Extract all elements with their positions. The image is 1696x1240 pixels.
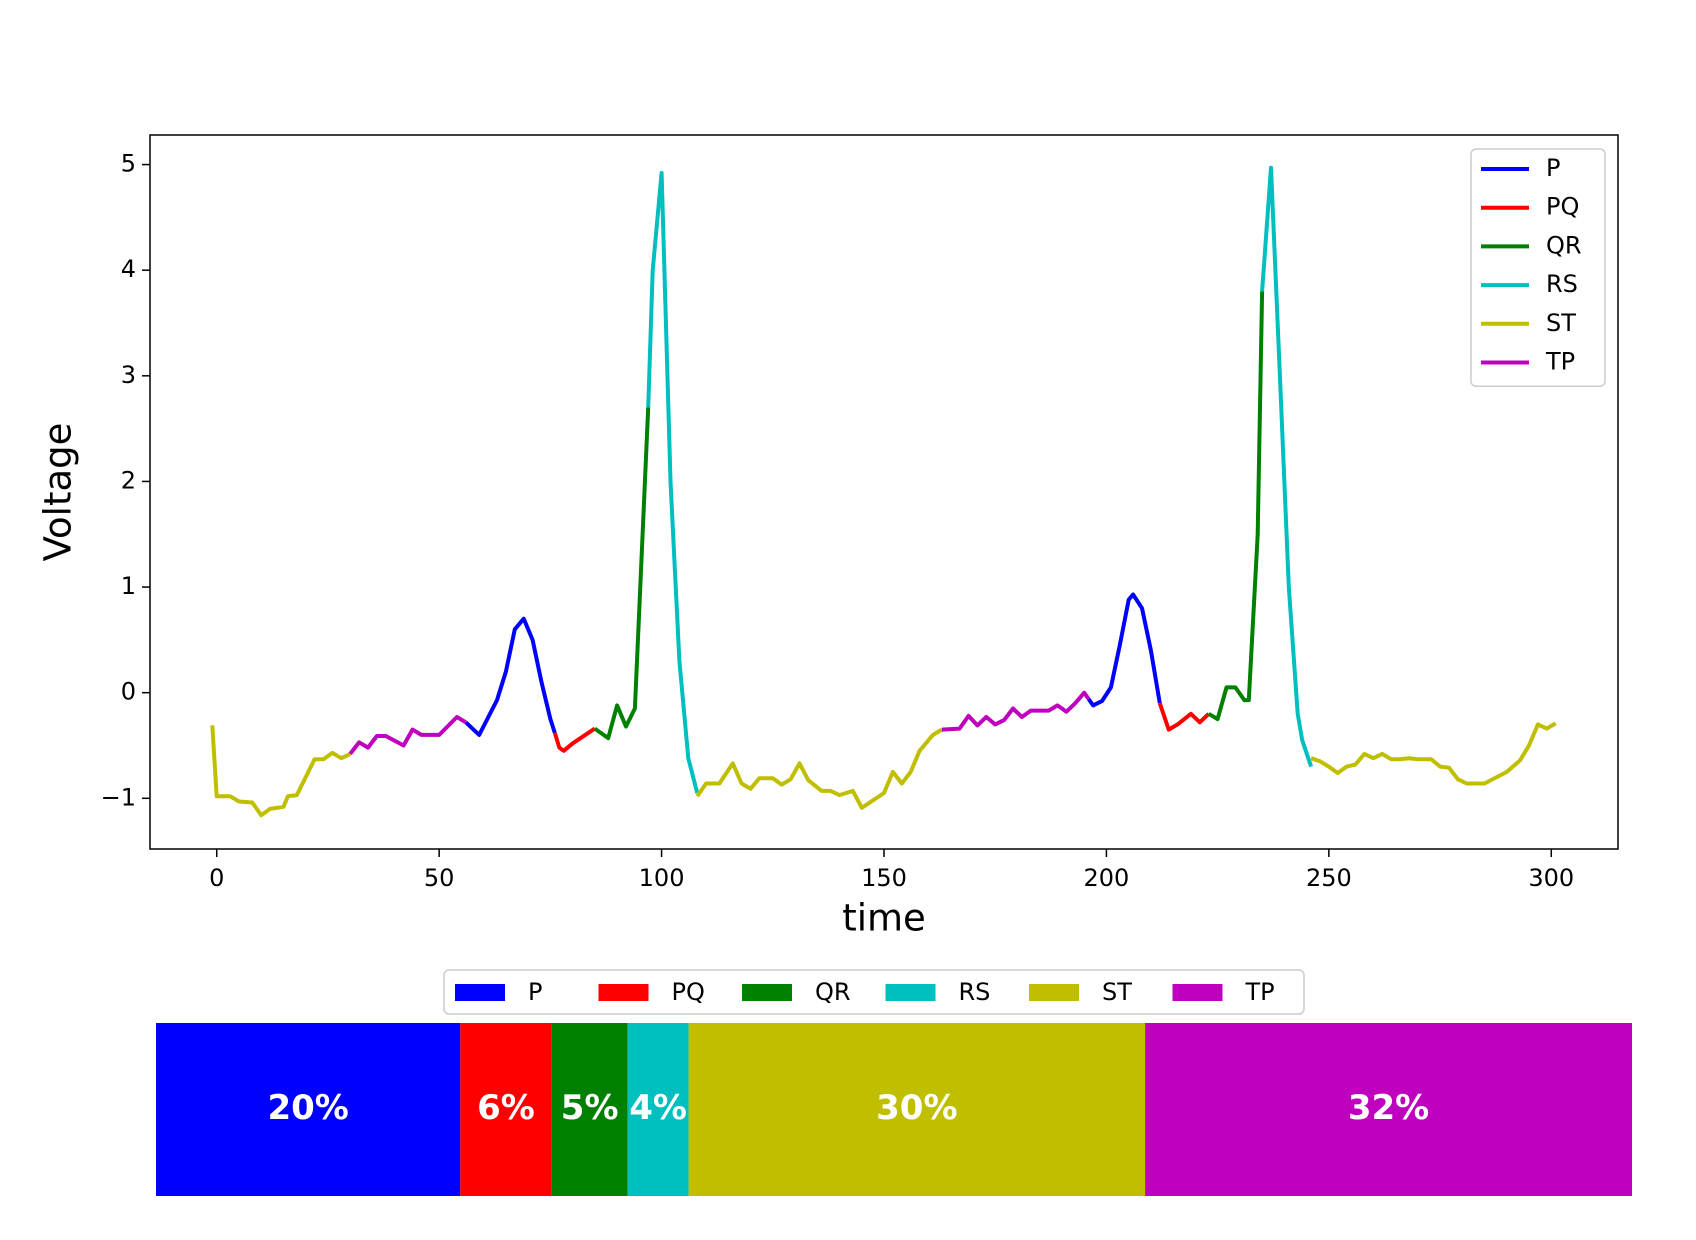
y-tick-label: 3 <box>121 361 136 389</box>
bar-segment <box>1145 1023 1632 1196</box>
x-tick-label: 100 <box>639 864 685 892</box>
y-tick-label: 1 <box>121 572 136 600</box>
legend-label: TP <box>1545 348 1575 376</box>
bar-segment <box>460 1023 552 1196</box>
legend-label: P <box>1546 154 1560 182</box>
line-series <box>593 291 1265 741</box>
x-tick-label: 0 <box>209 864 224 892</box>
bar-label: 30% <box>876 1088 957 1128</box>
legend-swatch <box>598 984 649 1001</box>
y-tick-label: 5 <box>121 150 136 178</box>
y-axis-label: Voltage <box>37 423 80 562</box>
legend-label: QR <box>1546 231 1582 259</box>
bar-label: 32% <box>1348 1088 1429 1128</box>
bar-label: 5% <box>561 1088 619 1128</box>
bar-segment <box>627 1023 689 1196</box>
legend-swatch <box>1172 984 1223 1001</box>
bar-segment <box>551 1023 628 1196</box>
line-series <box>552 702 1211 753</box>
legend-swatch <box>742 984 792 1001</box>
x-tick-label: 50 <box>424 864 455 892</box>
legend-label: RS <box>1546 270 1578 298</box>
line-series <box>210 721 1557 818</box>
line-series <box>646 165 1313 794</box>
bar-label: 4% <box>629 1088 687 1128</box>
x-tick-label: 250 <box>1306 864 1352 892</box>
x-axis-label: time <box>842 897 926 940</box>
bar-segment <box>688 1023 1146 1196</box>
y-tick-label: 4 <box>121 255 136 283</box>
legend-label: ST <box>1546 309 1576 337</box>
y-tick-label: 0 <box>121 678 136 706</box>
legend-swatch <box>455 984 505 1001</box>
legend-label: RS <box>959 978 991 1006</box>
y-tick-label: −1 <box>101 783 136 811</box>
legend-label: PQ <box>1546 193 1579 221</box>
legend-label: PQ <box>672 978 705 1006</box>
legend-swatch <box>1029 984 1079 1001</box>
line-series <box>464 592 1162 737</box>
bar-segment <box>156 1023 461 1196</box>
legend-swatch <box>885 984 936 1001</box>
y-tick-label: 2 <box>121 466 136 494</box>
x-tick-label: 300 <box>1528 864 1574 892</box>
bar-label: 20% <box>267 1088 348 1128</box>
legend-box <box>443 969 1305 1015</box>
legend-box <box>1470 148 1606 387</box>
legend-label: TP <box>1245 978 1275 1006</box>
legend-label: QR <box>815 978 851 1006</box>
line-series <box>348 690 1091 756</box>
x-tick-label: 150 <box>861 864 907 892</box>
bar-label: 6% <box>477 1088 535 1128</box>
legend-label: P <box>528 978 542 1006</box>
legend-label: ST <box>1102 978 1132 1006</box>
x-tick-label: 200 <box>1084 864 1130 892</box>
